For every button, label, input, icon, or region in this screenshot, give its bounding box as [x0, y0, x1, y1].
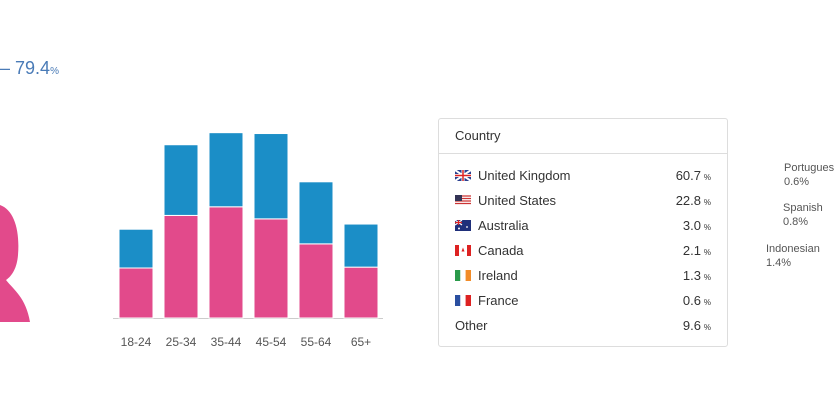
bar-segment: [343, 223, 379, 268]
language-value: 1.4%: [766, 257, 792, 269]
x-tick-label: 55-64: [301, 335, 332, 349]
flag: [455, 170, 471, 181]
x-tick-label: 18-24: [121, 335, 152, 349]
unit: %: [703, 173, 711, 182]
unit: %: [703, 198, 711, 207]
unit: %: [703, 248, 711, 257]
language-item: Portugues 0.6%: [784, 161, 834, 189]
language-name: Portugues: [784, 162, 835, 174]
country-name: Australia: [478, 218, 529, 233]
age-chart: 18-24 25-34 35-44 45-54 55-64 65+: [0, 132, 383, 349]
bar-segment: [208, 132, 244, 208]
table-row[interactable]: Ireland 1.3%: [455, 266, 711, 286]
language-value: 0.6%: [784, 176, 810, 188]
country-value: 0.6: [682, 293, 701, 308]
x-tick-label: 45-54: [256, 335, 287, 349]
country-value: 9.6: [682, 318, 701, 333]
gender-share: – 79.4%: [0, 58, 59, 79]
unit: %: [703, 323, 711, 332]
country-name: Canada: [478, 243, 524, 258]
country-table: Country United Kingdom 60.7% United State…: [438, 118, 728, 347]
country-name: Ireland: [478, 268, 518, 283]
table-row[interactable]: Canada 2.1%: [455, 241, 711, 261]
bar-segment: [298, 243, 334, 319]
flag: [455, 295, 471, 306]
bar-segment: [163, 144, 199, 216]
table-row[interactable]: United States 22.8%: [455, 191, 711, 211]
flag: [455, 270, 471, 281]
share-unit: %: [50, 66, 59, 77]
bar-segment: [253, 218, 289, 319]
bar-segment: [118, 228, 154, 269]
bar-segment: [118, 267, 154, 319]
country-value: 1.3: [682, 268, 701, 283]
language-item: Spanish 0.8%: [783, 201, 823, 229]
country-value: 2.1: [682, 243, 701, 258]
language-name: Indonesian: [766, 243, 820, 255]
bar-segment: [208, 206, 244, 319]
country-value: 3.0: [682, 218, 701, 233]
share-value: 79.4: [15, 58, 51, 78]
flag: [455, 195, 471, 206]
unit: %: [703, 273, 711, 282]
unit: %: [703, 223, 711, 232]
bar-segment: [298, 181, 334, 245]
language-name: Spanish: [783, 202, 823, 214]
country-name: United States: [478, 193, 557, 208]
flag: [455, 245, 471, 256]
table-title: Country: [439, 119, 727, 154]
language-value: 0.8%: [783, 216, 809, 228]
dash: –: [0, 58, 11, 78]
unit: %: [703, 298, 711, 307]
country-value: 60.7: [675, 168, 701, 183]
country-name: United Kingdom: [478, 168, 571, 183]
country-name: France: [478, 293, 519, 308]
table-row[interactable]: United Kingdom 60.7%: [455, 166, 711, 186]
bar-segment: [163, 214, 199, 319]
bar-segment: [253, 133, 289, 220]
table-row[interactable]: Other 9.6%: [455, 316, 711, 336]
country-value: 22.8: [675, 193, 701, 208]
flag: [455, 220, 471, 231]
table-row[interactable]: France 0.6%: [455, 291, 711, 311]
female-icon: [0, 205, 30, 322]
x-tick-label: 65+: [351, 335, 371, 349]
bar-segment: [343, 266, 379, 319]
table-row[interactable]: Australia 3.0%: [455, 216, 711, 236]
language-item: Indonesian 1.4%: [766, 242, 820, 270]
x-tick-label: 35-44: [211, 335, 242, 349]
country-name: Other: [455, 318, 488, 333]
x-tick-label: 25-34: [166, 335, 197, 349]
